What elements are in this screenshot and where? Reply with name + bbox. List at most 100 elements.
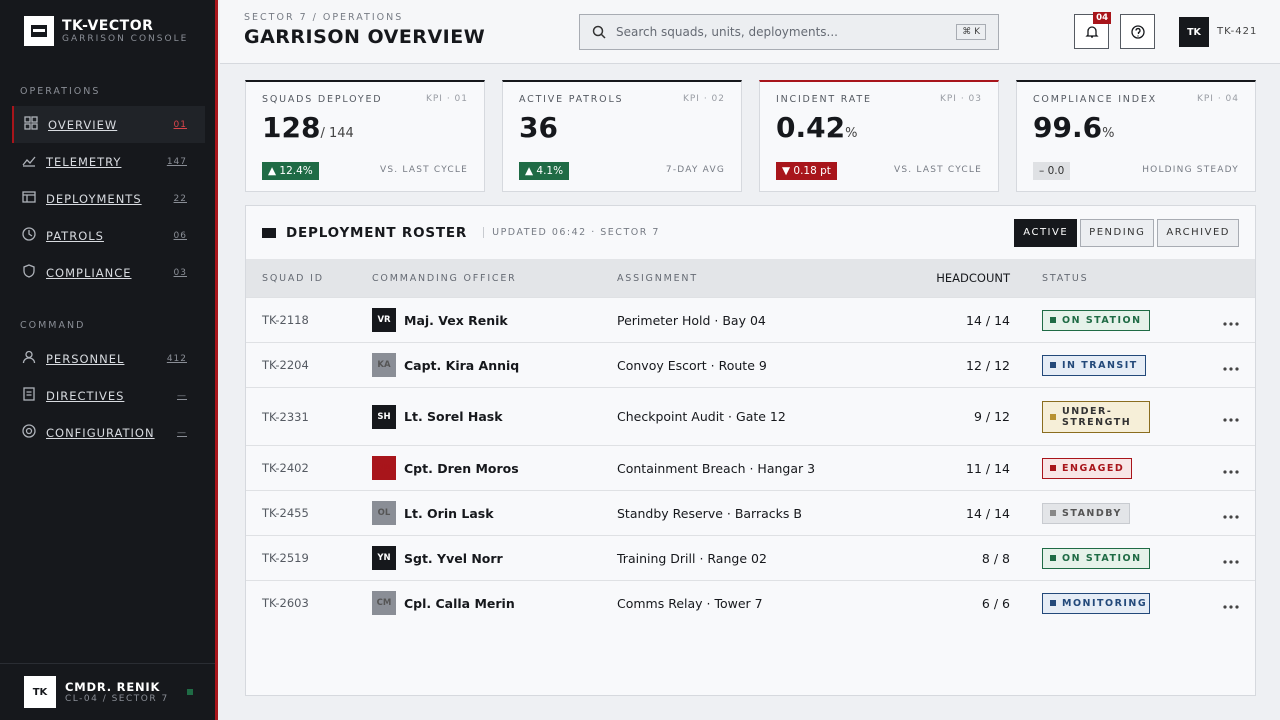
- kpi-suffix: / 144: [320, 126, 354, 141]
- kpi-delta: – 0.0: [1033, 162, 1071, 180]
- nav-item[interactable]: PATROLS 06: [0, 217, 205, 254]
- roster-row[interactable]: TK-2402 DM Cpt. Dren Moros Containment Brea…: [246, 445, 1255, 490]
- assignment: Comms Relay · Tower 7: [617, 595, 763, 611]
- search[interactable]: Search squads, units, deployments... ⌘ K: [579, 14, 999, 50]
- kpi-label: SQUADS DEPLOYED: [262, 94, 383, 105]
- sidebar: TK-VECTOR GARRISON CONSOLE OPERATIONS OVER…: [0, 0, 218, 720]
- status-text: UNDER-STRENGTH: [1062, 405, 1132, 428]
- nav-count: 06: [173, 230, 187, 241]
- column-label: COMMANDING OFFICER: [372, 272, 517, 284]
- filter-button[interactable]: ARCHIVED: [1157, 218, 1239, 247]
- officer-avatar: DM: [372, 456, 396, 480]
- kpi-note: VS. LAST CYCLE: [894, 165, 982, 175]
- row-actions[interactable]: [1202, 459, 1239, 478]
- user-bar[interactable]: TK CMDR. RENIK CL-04 / SECTOR 7: [0, 663, 215, 720]
- nav-item[interactable]: TELEMETRY 147: [0, 143, 205, 180]
- nav-item[interactable]: PERSONNEL 412: [0, 340, 205, 377]
- nav-label: COMPLIANCE: [46, 265, 132, 280]
- officer: DM Cpt. Dren Moros: [372, 456, 617, 480]
- dots-icon: [1223, 321, 1239, 326]
- row-actions[interactable]: [1202, 549, 1239, 568]
- roster-row[interactable]: TK-2204 KA Capt. Kira Anniq Convoy Escort ·…: [246, 342, 1255, 387]
- squad-id: TK-2331: [262, 409, 309, 424]
- row-actions[interactable]: [1202, 356, 1239, 375]
- assignment: Checkpoint Audit · Gate 12: [617, 409, 786, 424]
- officer: VR Maj. Vex Renik: [372, 308, 617, 332]
- headcount: 11 / 14: [966, 460, 1010, 476]
- squad-id: TK-2455: [262, 506, 309, 520]
- nav-count: 412: [166, 353, 187, 364]
- roster-updated: UPDATED 06:42 · SECTOR 7: [483, 227, 660, 238]
- column-label: STATUS: [1042, 272, 1089, 284]
- kpi-value: 36: [519, 111, 558, 144]
- status-badge: IN TRANSIT: [1042, 354, 1146, 376]
- nav-heading: OPERATIONS: [20, 86, 101, 97]
- status-text: ON STATION: [1062, 552, 1142, 564]
- nav-item[interactable]: COMPLIANCE 03: [0, 254, 205, 291]
- roster-panel: DEPLOYMENT ROSTER UPDATED 06:42 · SECTOR…: [245, 205, 1256, 696]
- shortcut: ⌘ K: [956, 24, 986, 40]
- officer: CM Cpl. Calla Merin: [372, 591, 617, 615]
- nav-icon: [22, 387, 36, 404]
- roster-row[interactable]: TK-2455 OL Lt. Orin Lask Standby Reserve · …: [246, 490, 1255, 535]
- nav-icon: [22, 424, 36, 441]
- status-badge: STANDBY: [1042, 502, 1130, 524]
- header-avatar[interactable]: TK: [1179, 17, 1209, 47]
- page-title: GARRISON OVERVIEW: [244, 26, 486, 48]
- kpi-value: 128: [262, 111, 321, 144]
- officer-name: Cpt. Dren Moros: [404, 460, 519, 476]
- row-actions[interactable]: [1202, 311, 1239, 330]
- roster-row[interactable]: TK-2331 SH Lt. Sorel Hask Checkpoint Audit …: [246, 387, 1255, 445]
- notifications[interactable]: 04: [1074, 12, 1111, 49]
- officer-avatar: VR: [372, 308, 396, 332]
- breadcrumb: SECTOR 7 / OPERATIONS: [244, 12, 404, 23]
- officer-name: Lt. Sorel Hask: [404, 409, 503, 424]
- squad-id: TK-2118: [262, 313, 309, 327]
- column-label: HEADCOUNT: [936, 271, 1010, 285]
- nav-label: TELEMETRY: [46, 154, 122, 169]
- nav-item[interactable]: DIRECTIVES —: [0, 377, 205, 414]
- filter-button[interactable]: PENDING: [1080, 218, 1155, 247]
- row-actions[interactable]: [1202, 504, 1239, 523]
- nav-label: PERSONNEL: [46, 351, 125, 366]
- officer-avatar: YN: [372, 546, 396, 570]
- brand-name: TK-VECTOR: [62, 18, 154, 34]
- squad-id: TK-2519: [262, 551, 309, 565]
- column-header: SQUAD ID COMMANDING OFFICER ASSIGNMENT HEAD…: [246, 259, 1255, 297]
- roster-row[interactable]: TK-2603 CM Cpl. Calla Merin Comms Relay · T…: [246, 580, 1255, 625]
- nav-section: COMMAND PERSONNEL 412 DIRECTIVES — CONFIGURAT…: [0, 320, 215, 451]
- kpi-delta: ▼ 0.18 pt: [776, 162, 837, 180]
- kpi-card: COMPLIANCE INDEX KPI · 04 99.6% – 0.0 HOLDIN…: [1016, 80, 1256, 192]
- headcount: 12 / 12: [966, 357, 1010, 373]
- roster-row[interactable]: TK-2118 VR Maj. Vex Renik Perimeter Hold · …: [246, 297, 1255, 342]
- brand-subtitle: GARRISON CONSOLE: [62, 34, 189, 44]
- officer: SH Lt. Sorel Hask: [372, 404, 617, 429]
- kpi-label: COMPLIANCE INDEX: [1033, 94, 1157, 105]
- logo-icon: [31, 25, 47, 37]
- assignment: Perimeter Hold · Bay 04: [617, 312, 766, 328]
- officer-name: Lt. Orin Lask: [404, 505, 494, 521]
- officer-avatar: SH: [372, 404, 396, 429]
- nav-item[interactable]: CONFIGURATION —: [0, 414, 205, 451]
- row-actions[interactable]: [1202, 594, 1239, 613]
- nav-item[interactable]: DEPLOYMENTS 22: [0, 180, 205, 217]
- notification-count: 04: [1093, 12, 1111, 24]
- officer: OL Lt. Orin Lask: [372, 501, 617, 525]
- headcount: 14 / 14: [966, 505, 1010, 521]
- roster-row[interactable]: TK-2519 YN Sgt. Yvel Norr Training Drill · …: [246, 535, 1255, 580]
- nav-item[interactable]: OVERVIEW 01: [12, 106, 205, 143]
- officer: KA Capt. Kira Anniq: [372, 353, 617, 377]
- help[interactable]: [1120, 14, 1155, 49]
- nav-section: OPERATIONS OVERVIEW 01 TELEMETRY 147 DEPLOYME…: [0, 86, 215, 291]
- dots-icon: [1223, 514, 1239, 519]
- nav-icon: [22, 190, 36, 207]
- kpi-note: HOLDING STEADY: [1142, 165, 1239, 175]
- dots-icon: [1223, 418, 1239, 422]
- row-actions[interactable]: [1202, 407, 1239, 426]
- kpi-value: 99.6: [1033, 111, 1103, 144]
- status-text: IN TRANSIT: [1062, 359, 1138, 371]
- filter-button[interactable]: ACTIVE: [1014, 218, 1078, 247]
- search-placeholder: Search squads, units, deployments...: [616, 25, 838, 39]
- status-dot: [1050, 600, 1056, 606]
- assignment: Standby Reserve · Barracks B: [617, 505, 802, 521]
